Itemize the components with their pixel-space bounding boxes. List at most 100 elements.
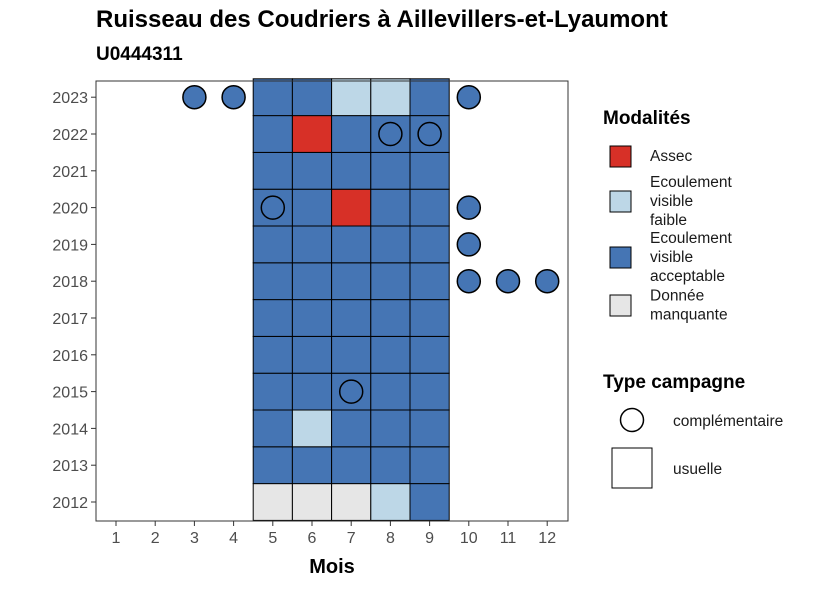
y-tick-label: 2016: [52, 348, 88, 365]
point-2018-11: [495, 268, 521, 294]
tile-2017-8: [370, 299, 411, 337]
x-tick-label: 3: [190, 530, 199, 547]
tile-2014-9: [409, 409, 450, 448]
tile-2022-5: [252, 115, 293, 153]
tile-2018-9: [409, 262, 450, 301]
y-tick-label: 2015: [52, 385, 88, 402]
tile-2012-5: [252, 483, 293, 521]
chart-title: Ruisseau des Coudriers à Aillevillers-et…: [96, 6, 668, 33]
tile-2021-6: [291, 151, 333, 190]
legend-key-complementaire: [619, 407, 645, 433]
tile-2023-7: [331, 78, 372, 117]
legend-key-acceptable: [609, 246, 632, 269]
legend-key-assec: [609, 145, 632, 168]
legend-label-manquante: manquante: [650, 307, 728, 324]
legend-label-faible: visible: [650, 193, 693, 210]
legend-label-assec: Assec: [650, 148, 692, 165]
tile-2022-6: [291, 115, 333, 153]
tile-2016-9: [409, 335, 450, 374]
tile-2021-9: [409, 151, 450, 190]
legend-label-acceptable: acceptable: [650, 268, 725, 285]
legend-title-campagne: Type campagne: [603, 372, 745, 393]
point-2023-4: [221, 84, 246, 110]
x-tick-label: 1: [112, 530, 121, 547]
x-tick-label: 12: [538, 530, 556, 547]
tile-2018-7: [331, 262, 372, 301]
axes: 1 2 3 4 5 6 7 8 9 10 11 122012201320142015201620172…: [52, 80, 569, 578]
tile-2013-7: [331, 446, 372, 485]
tile-2019-6: [291, 225, 333, 264]
tile-2014-7: [331, 409, 372, 448]
y-tick-label: 2012: [52, 495, 88, 512]
point-2020-10: [456, 195, 482, 220]
legend-key-manquante: [609, 294, 632, 317]
legend-key-faible: [609, 190, 632, 213]
y-tick-label: 2018: [52, 274, 88, 291]
tile-2017-9: [409, 299, 450, 337]
y-tick-label: 2017: [52, 311, 88, 328]
y-tick-label: 2013: [52, 458, 88, 475]
tile-2019-5: [252, 225, 293, 264]
tile-2020-9: [409, 188, 450, 227]
x-tick-label: 8: [386, 530, 395, 547]
legend-title-modalites: Modalités: [603, 108, 691, 129]
legend-label-complementaire: complémentaire: [673, 413, 783, 430]
y-tick-label: 2014: [52, 421, 88, 438]
tile-2020-6: [291, 188, 333, 227]
x-tick-label: 6: [308, 530, 317, 547]
x-tick-label: 2: [151, 530, 160, 547]
tile-2021-8: [370, 151, 411, 190]
legend-label-acceptable: Ecoulement: [650, 230, 733, 247]
tile-2023-5: [252, 78, 293, 117]
x-tick-label: 11: [500, 530, 517, 547]
tile-2018-6: [291, 262, 333, 301]
tile-2013-5: [252, 446, 293, 485]
tile-2016-8: [370, 335, 411, 374]
tile-2013-8: [370, 446, 411, 485]
point-2023-3: [182, 84, 207, 110]
panel-border: [95, 80, 569, 522]
tile-2018-5: [252, 262, 293, 301]
point-2022-9: [417, 121, 442, 147]
tile-2013-6: [291, 446, 333, 485]
legend-label-manquante: Donnée: [650, 288, 704, 305]
tile-2013-9: [409, 446, 450, 485]
y-tick-label: 2020: [52, 201, 88, 218]
x-tick-label: 5: [268, 530, 277, 547]
tile-2014-5: [252, 409, 293, 448]
point-2018-12: [534, 268, 560, 294]
tile-2023-8: [370, 78, 411, 117]
y-tick-label: 2023: [52, 90, 88, 107]
tile-2015-9: [409, 372, 450, 411]
point-2019-10: [456, 232, 482, 257]
tile-2017-5: [252, 299, 293, 337]
legend-label-faible: Ecoulement: [650, 174, 733, 191]
tile-2015-8: [370, 372, 411, 411]
legend-key-usuelle: [611, 447, 653, 489]
y-tick-label: 2022: [52, 127, 88, 144]
point-2015-7: [338, 379, 364, 404]
tile-2018-8: [370, 262, 411, 301]
tile-2016-7: [331, 335, 372, 374]
x-tick-label: 4: [229, 530, 238, 547]
tile-2012-8: [370, 483, 411, 521]
tile-2015-5: [252, 372, 293, 411]
tile-2022-7: [331, 115, 372, 153]
tile-2021-7: [331, 151, 372, 190]
point-2018-10: [456, 268, 482, 294]
chart-subtitle: U0444311: [96, 44, 183, 65]
x-tick-label: 9: [425, 530, 434, 547]
y-tick-label: 2021: [52, 164, 88, 181]
tile-2012-6: [291, 483, 333, 521]
point-2023-10: [456, 84, 482, 110]
plot-area: [96, 78, 568, 521]
tile-2012-7: [331, 483, 372, 521]
legend-label-usuelle: usuelle: [673, 461, 722, 478]
tile-2021-5: [252, 151, 293, 190]
tile-2014-6: [291, 409, 333, 448]
tile-2019-8: [370, 225, 411, 264]
x-tick-label: 7: [347, 530, 356, 547]
legend-label-acceptable: visible: [650, 249, 693, 266]
tile-2019-7: [331, 225, 372, 264]
